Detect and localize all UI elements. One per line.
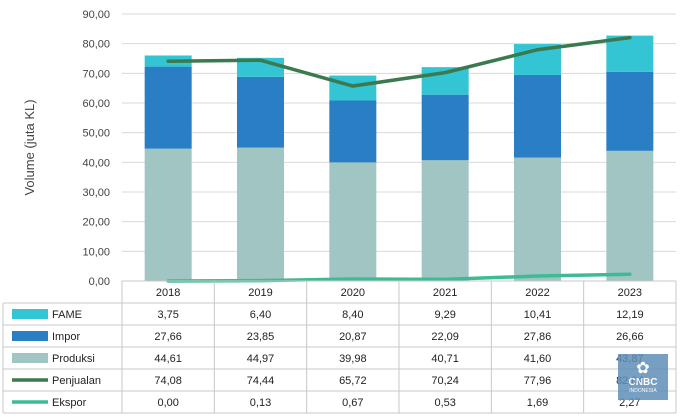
y-tick-label: 80,00 — [82, 39, 110, 51]
bar-produksi — [237, 147, 284, 281]
bar-fame — [329, 75, 377, 101]
bar-produksi — [421, 160, 469, 281]
y-tick-label: 10,00 — [82, 246, 110, 258]
x-tick-label: 2018 — [156, 287, 180, 299]
x-tick-label: 2022 — [525, 287, 549, 299]
x-tick-label: 2019 — [248, 287, 272, 299]
watermark-brand: CNBC — [628, 376, 658, 388]
bar-impor — [514, 74, 561, 158]
data-label: 2,27 — [619, 397, 640, 409]
y-tick-label: 70,00 — [82, 68, 110, 80]
legend-label-impor: Impor — [52, 331, 80, 343]
y-tick-label: 50,00 — [82, 128, 110, 140]
data-label: 1,69 — [527, 397, 548, 409]
y-tick-label: 90,00 — [82, 9, 110, 21]
legend-key-fame — [12, 309, 48, 319]
legend-label-penjualan: Penjualan — [52, 375, 101, 387]
bar-impor — [421, 94, 469, 161]
line-penjualan — [166, 35, 632, 88]
data-label: 40,71 — [431, 353, 459, 365]
y-tick-label: 40,00 — [82, 157, 110, 169]
watermark-sub: INDONESIA — [629, 387, 657, 394]
data-label: 65,72 — [339, 375, 367, 387]
cnbc-watermark-logo: ✿ CNBC INDONESIA — [618, 354, 668, 400]
y-tick-label: 30,00 — [82, 187, 110, 199]
data-label: 9,29 — [434, 309, 455, 321]
bar-impor — [606, 71, 654, 151]
legend-label-ekspor: Ekspor — [52, 397, 87, 409]
bar-impor — [329, 100, 377, 163]
data-label: 27,86 — [524, 331, 552, 343]
bar-impor — [237, 76, 284, 148]
bar-produksi — [144, 148, 192, 281]
data-label: 8,40 — [342, 309, 363, 321]
data-label: 23,85 — [247, 331, 275, 343]
data-label: 74,44 — [247, 375, 275, 387]
data-label: 20,87 — [339, 331, 367, 343]
data-label: 41,60 — [524, 353, 552, 365]
data-label: 3,75 — [157, 309, 178, 321]
legend-key-impor — [12, 331, 48, 341]
data-label: 39,98 — [339, 353, 367, 365]
data-label: 77,96 — [524, 375, 552, 387]
data-label: 0,13 — [250, 397, 271, 409]
x-tick-label: 2023 — [618, 287, 642, 299]
y-tick-label: 20,00 — [82, 217, 110, 229]
y-tick-label: 60,00 — [82, 98, 110, 110]
legend-key-produksi — [12, 353, 48, 363]
bar-impor — [144, 66, 192, 149]
legend-label-fame: FAME — [52, 309, 82, 321]
data-label: 70,24 — [431, 375, 459, 387]
peacock-icon: ✿ — [636, 359, 650, 377]
legend-label-produksi: Produksi — [52, 353, 95, 365]
bar-fame — [606, 35, 654, 72]
y-tick-label: 0,00 — [89, 276, 110, 288]
data-label: 74,08 — [154, 375, 182, 387]
x-tick-label: 2021 — [433, 287, 457, 299]
bar-produksi — [329, 162, 377, 281]
bar-produksi — [514, 157, 561, 281]
x-tick-label: 2020 — [341, 287, 365, 299]
data-label: 22,09 — [431, 331, 459, 343]
data-label: 26,66 — [616, 331, 644, 343]
data-label: 44,61 — [154, 353, 182, 365]
data-label: 0,53 — [434, 397, 455, 409]
data-label: 27,66 — [154, 331, 182, 343]
data-label: 6,40 — [250, 309, 271, 321]
y-axis-label: Volume (juta KL) — [22, 99, 37, 195]
data-label: 10,41 — [524, 309, 552, 321]
data-label: 0,00 — [157, 397, 178, 409]
bar-produksi — [606, 150, 654, 281]
data-label: 44,97 — [247, 353, 275, 365]
data-label: 0,67 — [342, 397, 363, 409]
data-label: 12,19 — [616, 309, 644, 321]
